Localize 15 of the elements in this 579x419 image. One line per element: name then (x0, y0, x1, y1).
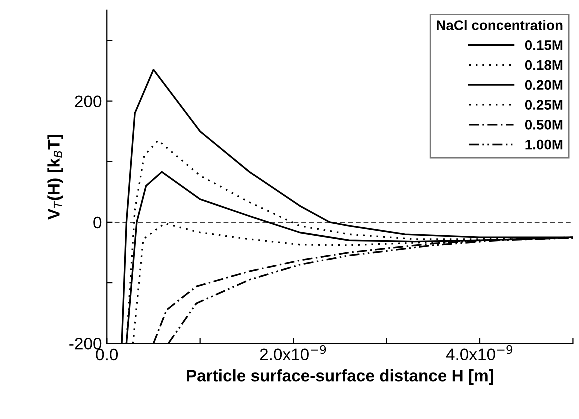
legend-label: 0.15M (525, 40, 563, 50)
legend-label: 0.50M (525, 120, 563, 130)
y-tick-label: 200 (75, 96, 102, 108)
x-tick-label: 0.0 (96, 348, 118, 361)
x-tick-label: 2.0x10$^{−9}$ (260, 345, 326, 361)
y-axis-title: V$_{T}$(H) [k$_{B}$T] (48, 135, 64, 220)
x-tick-label: 4.0x10$^{−9}$ (446, 345, 513, 361)
x-axis-title: Particle surface-surface distance H [m] (187, 370, 494, 386)
legend-label: 0.20M (525, 80, 563, 90)
legend-label: 0.18M (525, 60, 563, 70)
y-tick-label: -200 (70, 338, 102, 350)
y-tick-label: 0 (94, 216, 102, 229)
legend-title: NaCl concentration (437, 20, 563, 30)
legend-label: 1.00M (526, 140, 563, 150)
legend-label: 0.25M (525, 100, 563, 110)
